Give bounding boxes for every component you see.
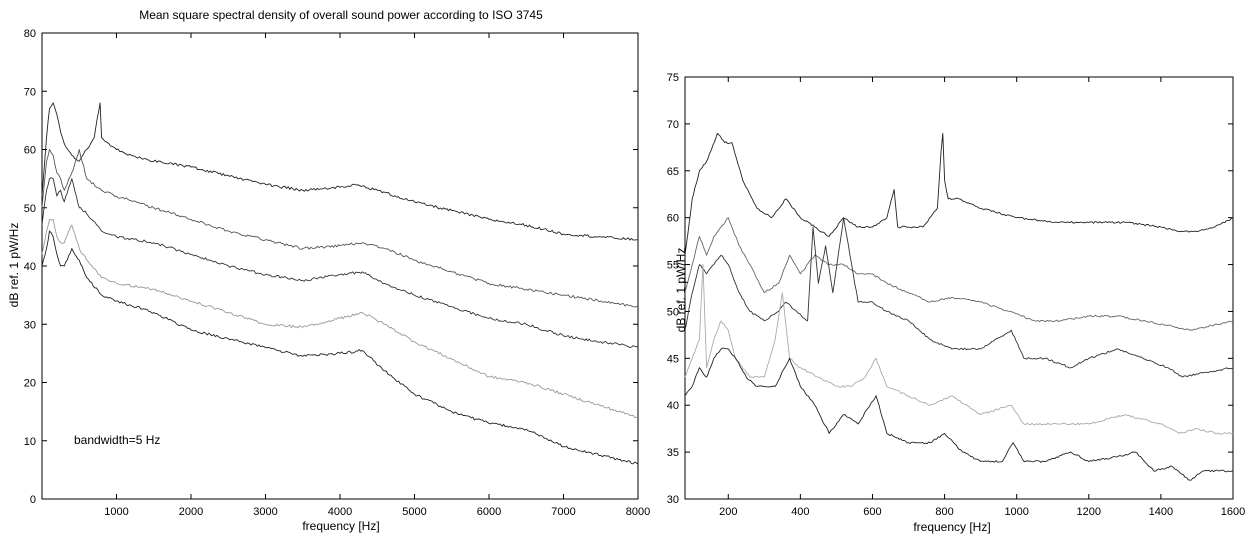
chart-right-y-tick-label: 65 — [667, 166, 679, 178]
chart-left-plot-area: 1000 2000 3000 4000 5000 6000 7000 8000 0 10 20 30 4… — [24, 28, 650, 518]
chart-right-x-tick-label: 600 — [863, 506, 881, 518]
chart-left-series-line-3 — [41, 177, 639, 349]
chart-left-series-line-2 — [41, 149, 639, 308]
chart-left-series-line-1 — [41, 102, 638, 241]
chart-left-title: Mean square spectral density of overall … — [139, 8, 543, 22]
chart-left-y-tick-label: 40 — [24, 261, 36, 273]
chart-left-x-tick-label: 7000 — [551, 506, 575, 518]
chart-left-y-tick-label: 20 — [24, 378, 36, 390]
chart-right-x-tick-label: 400 — [791, 506, 809, 518]
chart-left-y-tick-label: 60 — [24, 145, 36, 157]
chart-right-y-tick-label: 35 — [667, 447, 679, 459]
chart-right-y-tick-label: 55 — [667, 260, 679, 272]
chart-right-y-tick-label: 75 — [667, 72, 679, 84]
chart-right-x-axis-label: frequency [Hz] — [913, 520, 990, 534]
chart-left-y-tick-label: 30 — [24, 319, 36, 331]
chart-right-y-axis-label: dB ref. 1 pW/Hz — [674, 248, 688, 333]
chart-right-x-tick-label: 1600 — [1221, 506, 1245, 518]
chart-right-y-tick-label: 30 — [667, 494, 679, 506]
chart-left-x-tick-label: 8000 — [626, 506, 650, 518]
chart-left-x-axis-label: frequency [Hz] — [302, 519, 379, 533]
chart-left-y-tick-label: 10 — [24, 436, 36, 448]
chart-right-x-tick-label: 200 — [719, 506, 737, 518]
chart-right-frame — [684, 76, 1234, 500]
chart-right-x-tick-label: 1000 — [1004, 506, 1028, 518]
chart-left: Mean square spectral density of overall … — [7, 8, 650, 533]
chart-left-x-tick-label: 4000 — [328, 506, 352, 518]
chart-right-series-line-2 — [684, 217, 1234, 331]
chart-left-x-tick-label: 1000 — [104, 506, 128, 518]
chart-right: 200 400 600 800 1000 1200 1400 1600 30 35 40 45 50 55… — [667, 72, 1245, 534]
chart-left-y-tick-label: 0 — [30, 494, 36, 506]
chart-left-y-tick-label: 50 — [24, 203, 36, 215]
chart-left-annotation: bandwidth=5 Hz — [74, 433, 160, 447]
chart-right-y-tick-label: 60 — [667, 213, 679, 225]
chart-left-y-tick-label: 70 — [24, 86, 36, 98]
chart-left-x-tick-label: 3000 — [253, 506, 277, 518]
chart-right-series-line-5 — [684, 347, 1234, 481]
chart-right-x-tick-label: 1400 — [1149, 506, 1173, 518]
chart-left-series-line-5 — [41, 230, 639, 465]
chart-right-plot-area: 200 400 600 800 1000 1200 1400 1600 30 35 40 45 50 55… — [667, 72, 1245, 518]
chart-right-y-tick-label: 40 — [667, 400, 679, 412]
chart-right-y-tick-label: 70 — [667, 119, 679, 131]
chart-right-series-line-4 — [684, 264, 1234, 435]
chart-right-x-tick-label: 1200 — [1077, 506, 1101, 518]
chart-left-x-tick-label: 5000 — [402, 506, 426, 518]
chart-right-series-line-3 — [684, 217, 1234, 378]
chart-right-series-line-1 — [684, 132, 1234, 256]
chart-left-x-tick-label: 2000 — [179, 506, 203, 518]
chart-left-y-tick-label: 80 — [24, 28, 36, 40]
chart-left-series-line-4 — [41, 218, 639, 418]
chart-left-y-axis-label: dB ref. 1 pW/Hz — [7, 223, 21, 308]
chart-left-x-tick-label: 6000 — [477, 506, 501, 518]
chart-left-frame — [41, 32, 639, 500]
chart-right-x-tick-label: 800 — [935, 506, 953, 518]
chart-right-y-tick-label: 45 — [667, 353, 679, 365]
chart-right-y-tick-label: 50 — [667, 306, 679, 318]
